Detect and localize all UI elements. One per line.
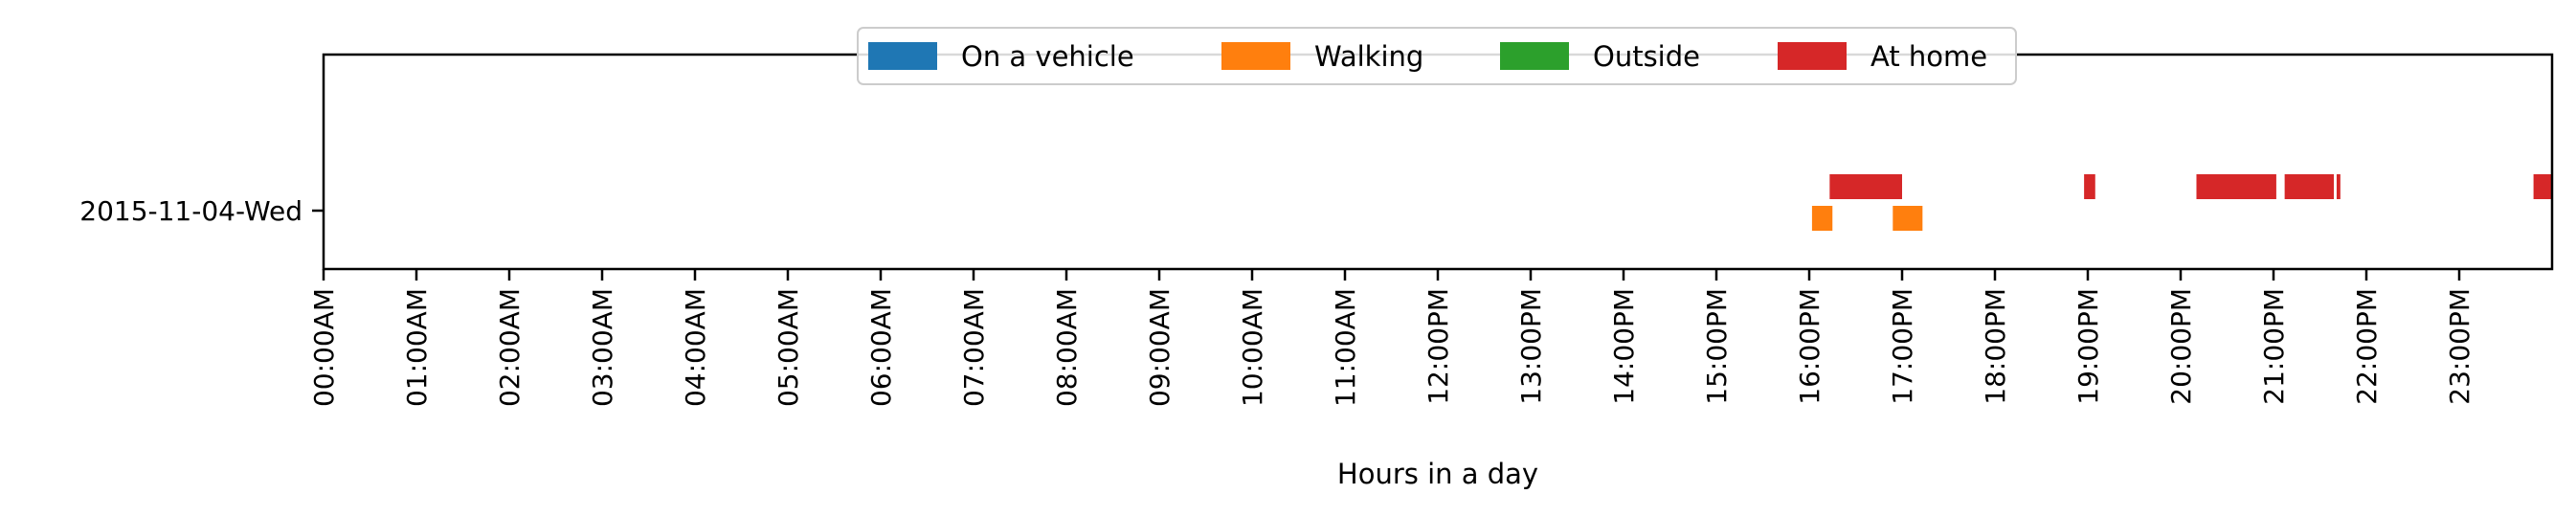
legend-box bbox=[857, 27, 2017, 85]
legend-label: Walking bbox=[1314, 40, 1423, 73]
x-tick-label: 08:00AM bbox=[1051, 288, 1083, 407]
x-tick-label: 19:00PM bbox=[2072, 288, 2104, 405]
x-tick-label: 07:00AM bbox=[958, 288, 990, 407]
legend-swatch bbox=[1221, 42, 1290, 70]
x-tick-label: 23:00PM bbox=[2444, 288, 2475, 405]
x-tick-label: 21:00PM bbox=[2258, 288, 2290, 405]
bar-at-home bbox=[2533, 174, 2552, 199]
legend-swatch bbox=[1500, 42, 1569, 70]
bar-walking bbox=[1893, 206, 1923, 231]
legend-label: Outside bbox=[1593, 40, 1700, 73]
y-tick-label: 2015-11-04-Wed bbox=[79, 195, 302, 227]
bar-at-home bbox=[2336, 174, 2341, 199]
bar-at-home bbox=[2196, 174, 2276, 199]
legend-swatch bbox=[868, 42, 937, 70]
legend-swatch bbox=[1778, 42, 1847, 70]
x-tick-label: 01:00AM bbox=[401, 288, 433, 407]
x-axis-ticks: 00:00AM 01:00AM 02:00AM 03:00AM 04:00AM 05:00… bbox=[308, 269, 2475, 407]
x-tick-label: 20:00PM bbox=[2165, 288, 2197, 405]
y-axis-ticks: 2015-11-04-Wed bbox=[79, 195, 324, 227]
x-tick-label: 00:00AM bbox=[308, 288, 340, 407]
activity-bars bbox=[1811, 174, 2552, 231]
bar-at-home bbox=[2084, 174, 2095, 199]
x-axis-label: Hours in a day bbox=[1337, 458, 1538, 490]
x-tick-label: 14:00PM bbox=[1608, 288, 1640, 405]
x-tick-label: 18:00PM bbox=[1980, 288, 2011, 405]
legend: On a vehicle Walking Outside At home bbox=[857, 27, 2017, 85]
x-tick-label: 22:00PM bbox=[2351, 288, 2383, 405]
x-tick-label: 05:00AM bbox=[773, 288, 804, 407]
legend-label: On a vehicle bbox=[961, 40, 1134, 73]
x-tick-label: 15:00PM bbox=[1701, 288, 1733, 405]
x-tick-label: 16:00PM bbox=[1794, 288, 1826, 405]
x-tick-label: 03:00AM bbox=[587, 288, 618, 407]
x-tick-label: 04:00AM bbox=[680, 288, 711, 407]
x-tick-label: 10:00AM bbox=[1237, 288, 1268, 407]
plot-frame bbox=[322, 53, 2554, 271]
x-tick-label: 09:00AM bbox=[1144, 288, 1176, 407]
bar-at-home bbox=[1829, 174, 1902, 199]
legend-label: At home bbox=[1870, 40, 1987, 73]
bar-at-home bbox=[2284, 174, 2335, 199]
x-tick-label: 11:00AM bbox=[1330, 288, 1361, 407]
bar-walking bbox=[1811, 206, 1833, 231]
x-tick-label: 02:00AM bbox=[494, 288, 526, 407]
x-tick-label: 17:00PM bbox=[1887, 288, 1918, 405]
x-tick-label: 06:00AM bbox=[865, 288, 897, 407]
x-tick-label: 12:00PM bbox=[1422, 288, 1454, 405]
x-tick-label: 13:00PM bbox=[1515, 288, 1547, 405]
